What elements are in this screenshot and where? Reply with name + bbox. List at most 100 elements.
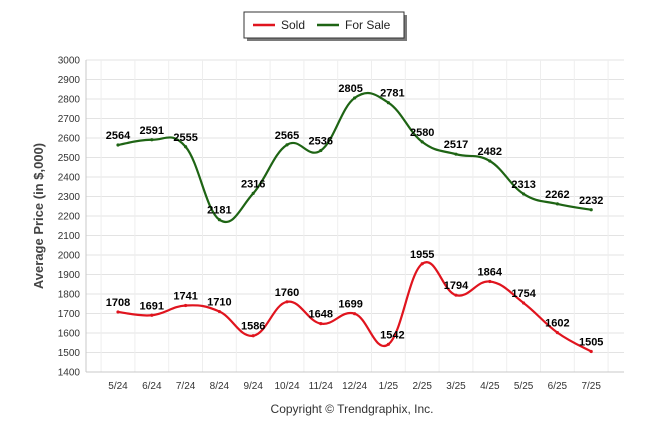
legend-label-for-sale: For Sale <box>345 18 391 32</box>
data-point-for-sale <box>522 192 526 196</box>
x-tick-label: 4/25 <box>480 381 500 392</box>
data-label-sold: 1955 <box>410 249 434 261</box>
data-point-for-sale <box>589 208 593 212</box>
data-point-for-sale <box>353 96 357 100</box>
data-point-sold <box>555 331 560 335</box>
data-point-for-sale <box>386 101 390 105</box>
x-tick-label: 5/24 <box>108 381 128 392</box>
data-label-sold: 1586 <box>241 321 265 333</box>
copyright-text: Copyright © Trendgraphix, Inc. <box>271 402 434 416</box>
data-label-for-sale: 2313 <box>511 179 535 191</box>
data-label-for-sale: 2536 <box>309 135 333 147</box>
x-tick-label: 9/24 <box>243 381 263 392</box>
y-tick-label: 1500 <box>58 348 81 359</box>
data-point-sold <box>488 279 492 284</box>
data-label-for-sale: 2316 <box>241 178 265 190</box>
data-point-for-sale <box>251 191 255 195</box>
y-tick-label: 2600 <box>58 134 81 145</box>
data-point-for-sale <box>454 152 458 156</box>
data-label-for-sale: 2517 <box>444 139 468 151</box>
y-tick-label: 1700 <box>58 309 81 320</box>
data-point-sold <box>285 300 289 304</box>
y-tick-label: 1400 <box>58 368 81 379</box>
y-tick-label: 1600 <box>58 329 81 340</box>
y-tick-label: 2900 <box>58 75 81 86</box>
data-label-sold: 1710 <box>207 297 231 309</box>
x-tick-label: 6/24 <box>142 381 162 392</box>
x-tick-label: 8/24 <box>210 381 230 392</box>
x-tick-label: 5/25 <box>514 381 534 392</box>
series <box>116 91 593 354</box>
data-point-for-sale <box>217 218 221 222</box>
data-label-for-sale: 2232 <box>579 195 603 207</box>
data-labels: 1708 1691 1741 1710 1586 1760 1648 1699 1542 1955… <box>106 83 604 349</box>
data-label-for-sale: 2565 <box>275 130 299 142</box>
data-point-sold <box>522 301 526 305</box>
data-point-sold <box>319 322 323 326</box>
data-label-for-sale: 2781 <box>380 88 404 100</box>
data-point-sold <box>353 312 357 316</box>
data-point-sold <box>184 303 188 308</box>
legend: Sold For Sale <box>243 11 407 41</box>
y-tick-label: 3000 <box>58 56 81 67</box>
data-point-for-sale <box>150 138 154 142</box>
data-label-sold: 1760 <box>275 287 299 299</box>
data-label-sold: 1602 <box>545 318 569 330</box>
data-label-for-sale: 2805 <box>338 83 362 95</box>
data-point-for-sale <box>285 143 289 147</box>
data-point-sold <box>217 309 221 314</box>
data-label-for-sale: 2564 <box>106 130 131 142</box>
y-tick-label: 1900 <box>58 270 81 281</box>
data-point-sold <box>589 349 593 354</box>
series-line-for-sale <box>117 91 592 223</box>
x-tick-label: 12/24 <box>342 381 367 392</box>
data-point-for-sale <box>184 145 188 149</box>
data-point-for-sale <box>319 148 323 153</box>
y-axis-title: Average Price (in $,000) <box>31 143 46 289</box>
data-point-sold <box>251 334 255 338</box>
y-tick-label: 2200 <box>58 212 81 223</box>
x-tick-label: 7/24 <box>176 381 196 392</box>
x-tick-label: 10/24 <box>274 381 299 392</box>
y-tick-label: 2500 <box>58 153 81 164</box>
y-tick-label: 2000 <box>58 251 81 262</box>
data-label-sold: 1794 <box>444 280 469 292</box>
data-point-for-sale <box>555 202 560 206</box>
x-tick-label: 6/25 <box>548 381 568 392</box>
data-label-for-sale: 2482 <box>478 146 502 158</box>
data-label-sold: 1754 <box>511 288 536 300</box>
data-label-sold: 1864 <box>478 267 503 279</box>
grid <box>86 59 624 373</box>
data-point-sold <box>116 310 120 314</box>
y-tick-label: 2400 <box>58 173 81 184</box>
data-point-sold <box>454 293 458 297</box>
y-tick-label: 2800 <box>58 95 81 106</box>
data-label-sold: 1691 <box>140 300 164 312</box>
data-label-for-sale: 2580 <box>410 127 434 139</box>
data-label-sold: 1542 <box>380 329 404 341</box>
x-tick-label: 1/25 <box>379 381 399 392</box>
data-label-sold: 1741 <box>173 291 197 303</box>
data-label-for-sale: 2555 <box>173 132 197 144</box>
x-tick-label: 7/25 <box>581 381 601 392</box>
y-tick-label: 2700 <box>58 114 81 125</box>
x-tick-label: 11/24 <box>309 381 334 392</box>
data-label-sold: 1505 <box>579 337 603 349</box>
legend-label-sold: Sold <box>281 18 305 32</box>
data-point-sold <box>386 342 390 346</box>
data-label-sold: 1699 <box>338 299 362 311</box>
data-point-for-sale <box>116 143 120 147</box>
axes: 1400 1500 1600 1700 1800 1900 2000 2100 2200 2300… <box>58 56 624 392</box>
data-point-for-sale <box>488 159 492 163</box>
series-line-sold <box>117 261 592 353</box>
data-label-for-sale: 2591 <box>140 125 164 137</box>
data-label-sold: 1648 <box>309 309 333 321</box>
data-point-sold <box>420 262 424 266</box>
data-point-for-sale <box>420 140 424 144</box>
data-point-sold <box>150 313 154 317</box>
y-tick-label: 1800 <box>58 290 81 301</box>
data-label-for-sale: 2181 <box>207 205 231 217</box>
data-label-sold: 1708 <box>106 297 130 309</box>
